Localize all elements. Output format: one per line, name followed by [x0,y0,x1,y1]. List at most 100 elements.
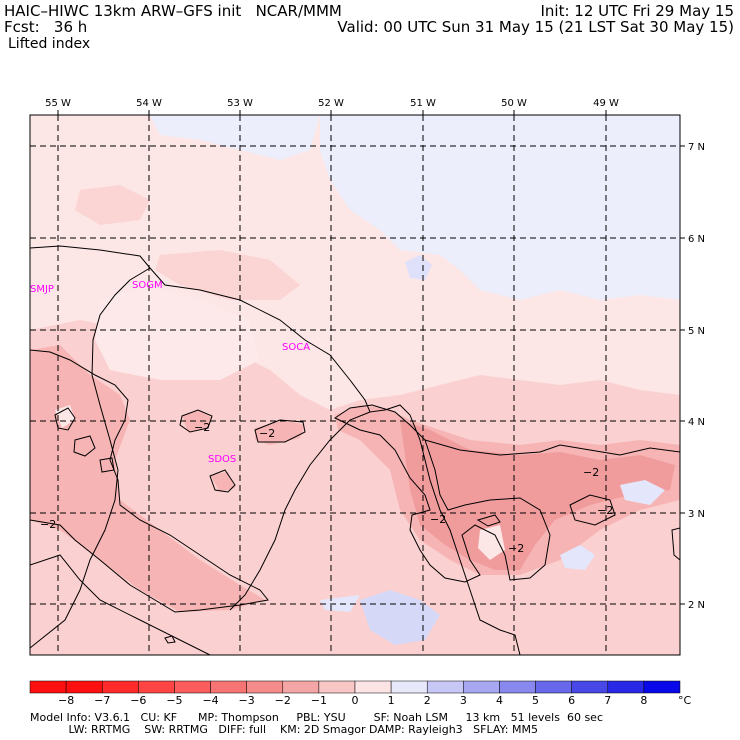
lon-label: 55 W [45,98,71,109]
contour-labels: −2 −2 −2 −2 −2 −2 −2 [40,421,613,555]
colorbar-tick-label: −1 [311,694,327,707]
land-light-region [95,285,260,380]
station-sdos: SDOS [208,454,236,465]
valid-time: Valid: 00 UTC Sun 31 May 15 (21 LST Sat … [337,18,734,36]
contour-east2 [569,494,616,526]
colorbar-swatch [354,680,392,694]
pink-dark-west [30,345,265,612]
latitude-labels: 7 N 6 N 5 N 4 N 3 N 2 N [688,142,705,611]
contour-west-inner2 [73,435,96,457]
colorbar-swatch [463,680,500,694]
lat-label: 4 N [688,417,705,428]
station-labels: SMJP SOGM SOCA SDOS [30,280,310,465]
field-name: Lifted index [8,36,91,52]
contour-west [30,349,269,613]
lat-label: 7 N [688,142,705,153]
colorbar-swatch [101,680,139,694]
colorbar-tick-label: −5 [166,694,182,707]
colorbar-swatch [65,680,103,694]
colorbar: −8 −7 −6 −5 −4 −3 −2 −1 0 1 2 3 4 5 6 7 8 °C [29,680,692,707]
colorbar-tick-label: −8 [58,694,74,707]
station-soca: SOCA [282,342,310,353]
blue-patch-east2 [560,545,595,570]
lat-label: 2 N [688,600,705,611]
colorbar-swatch [246,680,284,694]
contour-label: −2 [597,504,613,517]
colorbar-unit: °C [678,694,692,707]
blue-region-north [320,115,680,300]
pink-darker-coast [400,420,675,570]
forecast-hour: Fcst: 36 h [4,18,88,36]
model-title: HAIC–HIWC 13km ARW–GFS init NCAR/MMM [4,2,342,20]
border-west-loop [30,267,151,649]
plot-frame [29,114,681,656]
station-smjp: SMJP [30,284,54,295]
contour-east4 [671,527,680,561]
blue-patch-east [620,480,665,505]
model-info-line1: Model Info: V3.6.1 CU: KF MP: Thompson P… [30,711,603,724]
colorbar-tick-label: 8 [640,694,647,707]
station-sogm: SOGM [132,280,163,291]
init-time: Init: 12 UTC Fri 29 May 15 [540,2,734,20]
colorbar-swatch [174,680,211,694]
longitude-labels: 55 W 54 W 53 W 52 W 51 W 50 W 49 W [45,98,619,109]
contour-small-south [164,635,176,644]
colorbar-tick-label: 1 [388,694,395,707]
colorbar-tick-label: −7 [94,694,110,707]
colorbar-swatch [210,680,247,694]
colorbar-swatch [29,680,67,694]
border-southwest [30,554,211,655]
contour-label: −2 [40,518,56,531]
lat-label: 5 N [688,326,705,337]
model-info-line2: LW: RRTMG SW: RRTMG DIFF: full KM: 2D Sm… [30,723,538,736]
contour-label: −2 [194,421,210,434]
lon-label: 52 W [318,98,344,109]
colorbar-swatch [643,680,681,694]
contour-west-inner3 [99,457,115,473]
colorbar-swatch [318,680,356,694]
lat-label: 3 N [688,509,705,520]
colorbar-tick-label: 3 [460,694,467,707]
blue-region-northwest [150,115,320,160]
contour-blob1 [179,409,213,433]
pink-light-south [478,525,505,560]
colorbar-tick-label: 4 [496,694,503,707]
colorbar-swatch [426,680,464,694]
contour-blob2 [254,419,306,443]
colorbar-swatch [535,680,572,694]
colorbar-tick-label: 6 [568,694,575,707]
colorbar-tick-label: −3 [239,694,255,707]
border-oiapoque [229,411,371,611]
shaded-field [30,115,680,655]
colorbar-tick-label: −6 [130,694,146,707]
lon-label: 51 W [410,98,436,109]
pink-blob-small1 [182,410,212,432]
colorbar-tick-label: 2 [424,694,431,707]
contour-label: −2 [430,513,446,526]
lat-lon-grid [30,115,680,655]
colorbar-swatch [138,680,175,694]
lon-label: 50 W [501,98,527,109]
coastlines [30,245,521,655]
lat-label: 6 N [688,234,705,245]
pink-region-upper [75,185,150,225]
colorbar-tick-label: −4 [202,694,218,707]
blue-patch-small [405,255,432,280]
colorbar-tick-label: −2 [275,694,291,707]
contour-coast [333,404,551,583]
contour-lines [30,349,680,644]
pink-region-upper2 [155,250,300,300]
lon-label: 54 W [136,98,162,109]
colorbar-tick-label: 0 [352,694,359,707]
colorbar-swatch [390,680,428,694]
contour-east3 [476,514,501,527]
contour-label: −2 [508,542,524,555]
lon-label: 53 W [227,98,253,109]
pink-blob-small3 [210,472,235,492]
contour-label: −2 [259,427,275,440]
colorbar-swatch [571,680,609,694]
contour-east [424,439,680,456]
colorbar-swatch [282,680,320,694]
frame-ticks [57,110,685,605]
